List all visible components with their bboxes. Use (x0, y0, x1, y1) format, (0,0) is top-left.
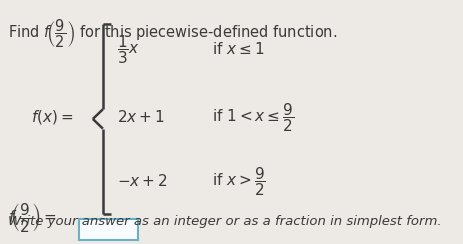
Text: Write your answer as an integer or as a fraction in simplest form.: Write your answer as an integer or as a … (8, 215, 441, 228)
Text: $f(x) =$: $f(x) =$ (31, 108, 74, 126)
Text: if $x > \dfrac{9}{2}$: if $x > \dfrac{9}{2}$ (212, 165, 266, 198)
Text: $f\!\left(\dfrac{9}{2}\right) =$: $f\!\left(\dfrac{9}{2}\right) =$ (8, 201, 57, 234)
Text: $2x + 1$: $2x + 1$ (117, 109, 164, 125)
Text: Find $f\!\left(\dfrac{9}{2}\right)$ for this piecewise-defined function.: Find $f\!\left(\dfrac{9}{2}\right)$ for … (8, 18, 337, 50)
Text: if $x \leq 1$: if $x \leq 1$ (212, 41, 264, 57)
Text: $-x + 2$: $-x + 2$ (117, 173, 167, 189)
FancyBboxPatch shape (79, 219, 138, 240)
Text: if $1 < x \leq \dfrac{9}{2}$: if $1 < x \leq \dfrac{9}{2}$ (212, 101, 294, 133)
Text: $\dfrac{1}{3}x$: $\dfrac{1}{3}x$ (117, 33, 139, 66)
